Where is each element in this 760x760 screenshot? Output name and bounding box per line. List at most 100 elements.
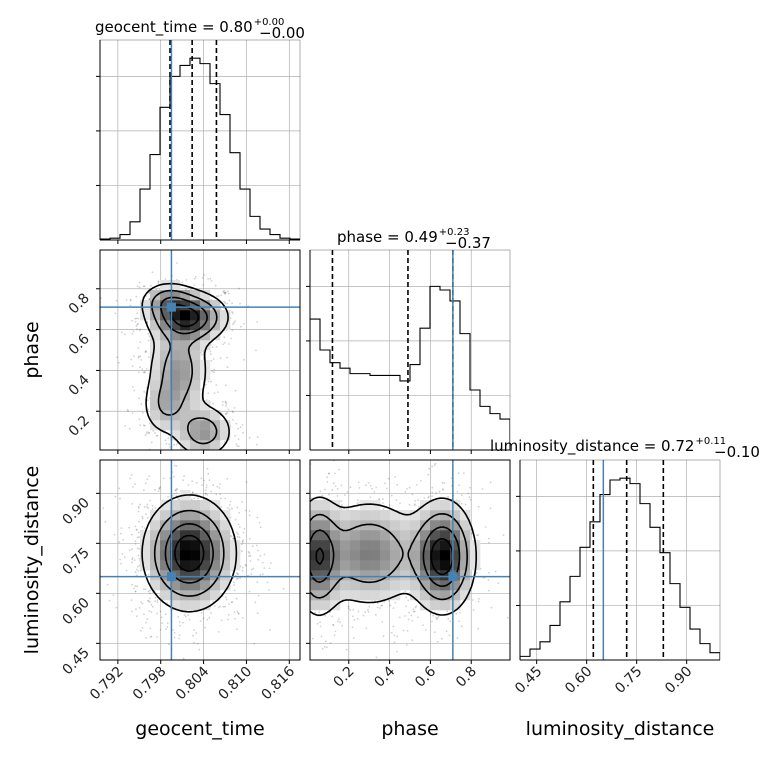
scatter-geocent-time-vs-phase-density-cell xyxy=(170,350,181,361)
scatter-geocent-time-vs-phase-density-cell xyxy=(160,350,171,361)
scatter-geocent-time-vs-phase-point xyxy=(210,475,212,477)
scatter-geocent-time-vs-luminosity-distance-point xyxy=(138,531,140,534)
scatter-geocent-time-vs-phase-point xyxy=(168,474,170,476)
scatter-geocent-time-vs-phase-density-cell xyxy=(190,370,201,381)
scatter-geocent-time-vs-luminosity-distance-point xyxy=(148,589,151,592)
scatter-geocent-time-vs-phase-point xyxy=(232,323,234,326)
xticklabel-geocent-time-3: 0.810 xyxy=(216,664,256,704)
scatter-geocent-time-vs-luminosity-distance-point xyxy=(237,533,240,536)
scatter-geocent-time-vs-phase-density-cell xyxy=(220,430,231,441)
scatter-geocent-time-vs-luminosity-distance-point xyxy=(229,500,232,503)
scatter-geocent-time-vs-luminosity-distance-point xyxy=(244,509,247,512)
scatter-geocent-time-vs-luminosity-distance-point xyxy=(206,663,208,665)
scatter-geocent-time-vs-luminosity-distance-point xyxy=(133,587,135,590)
scatter-geocent-time-vs-phase-point xyxy=(178,483,180,485)
scatter-geocent-time-vs-luminosity-distance-density-cell xyxy=(220,570,231,581)
scatter-phase-vs-luminosity-distance-point xyxy=(489,481,492,484)
scatter-geocent-time-vs-phase-density-cell xyxy=(190,410,201,421)
scatter-geocent-time-vs-luminosity-distance-density-cell xyxy=(200,600,211,611)
xticklabel-phase-3: 0.8 xyxy=(453,664,480,691)
scatter-phase-vs-luminosity-distance-point xyxy=(283,511,285,513)
scatter-phase-vs-luminosity-distance-point xyxy=(411,639,414,642)
scatter-phase-vs-luminosity-distance-point xyxy=(407,599,410,602)
scatter-geocent-time-vs-luminosity-distance-point xyxy=(178,637,181,640)
scatter-phase-vs-luminosity-distance-point xyxy=(396,650,398,653)
scatter-geocent-time-vs-luminosity-distance-point xyxy=(248,555,250,558)
title-geocent-time-minus: −0.00 xyxy=(259,24,305,42)
scatter-phase-vs-luminosity-distance-point xyxy=(470,532,473,535)
scatter-geocent-time-vs-luminosity-distance-point xyxy=(128,526,131,529)
hist-phase-panel xyxy=(306,249,511,454)
scatter-phase-vs-luminosity-distance-point xyxy=(298,534,300,536)
scatter-phase-vs-luminosity-distance-density-cell xyxy=(350,520,361,531)
scatter-phase-vs-luminosity-distance-point xyxy=(460,494,463,497)
scatter-geocent-time-vs-phase-point xyxy=(146,321,149,323)
scatter-phase-vs-luminosity-distance-point xyxy=(293,540,295,542)
scatter-phase-vs-luminosity-distance-point xyxy=(478,597,480,600)
scatter-phase-vs-luminosity-distance-point xyxy=(301,480,303,482)
scatter-phase-vs-luminosity-distance-density-cell xyxy=(450,600,461,611)
scatter-phase-vs-luminosity-distance-point xyxy=(328,493,330,496)
scatter-geocent-time-vs-luminosity-distance-point xyxy=(282,587,285,590)
scatter-phase-vs-luminosity-distance-density-cell xyxy=(340,590,351,601)
scatter-phase-vs-luminosity-distance-density-cell xyxy=(380,540,391,551)
scatter-geocent-time-vs-phase-point xyxy=(213,392,216,395)
scatter-geocent-time-vs-luminosity-distance-point xyxy=(259,574,262,576)
scatter-phase-vs-luminosity-distance-point xyxy=(301,535,303,537)
scatter-geocent-time-vs-luminosity-distance-point xyxy=(259,555,262,557)
scatter-geocent-time-vs-luminosity-distance-point xyxy=(202,617,205,620)
scatter-geocent-time-vs-luminosity-distance-point xyxy=(242,539,245,541)
scatter-geocent-time-vs-luminosity-distance-point xyxy=(220,619,223,622)
scatter-geocent-time-vs-luminosity-distance-point xyxy=(258,521,261,524)
scatter-phase-vs-luminosity-distance-density-cell xyxy=(410,590,421,601)
scatter-geocent-time-vs-luminosity-distance-point xyxy=(108,599,111,602)
scatter-geocent-time-vs-phase-density-cell xyxy=(190,330,201,341)
scatter-geocent-time-vs-phase-point xyxy=(234,434,236,437)
scatter-geocent-time-vs-luminosity-distance-point xyxy=(154,507,157,510)
scatter-geocent-time-vs-phase-density-cell xyxy=(160,300,171,311)
scatter-phase-vs-luminosity-distance-point xyxy=(431,486,434,489)
scatter-geocent-time-vs-luminosity-distance-point xyxy=(131,503,134,505)
scatter-phase-vs-luminosity-distance-density-cell xyxy=(440,590,451,601)
scatter-phase-vs-luminosity-distance-point xyxy=(487,537,490,540)
scatter-phase-vs-luminosity-distance-point xyxy=(298,589,300,591)
scatter-geocent-time-vs-phase-point xyxy=(151,271,154,274)
scatter-geocent-time-vs-luminosity-distance-point xyxy=(148,601,151,603)
scatter-geocent-time-vs-phase-point xyxy=(165,442,168,445)
scatter-geocent-time-vs-phase-density-cell xyxy=(170,360,181,371)
scatter-geocent-time-vs-phase-point xyxy=(144,351,147,353)
scatter-phase-vs-luminosity-distance-point xyxy=(396,483,399,486)
scatter-geocent-time-vs-phase-point xyxy=(133,355,135,358)
scatter-geocent-time-vs-phase-point xyxy=(242,456,244,458)
scatter-geocent-time-vs-phase-point xyxy=(195,451,197,453)
scatter-geocent-time-vs-phase-point xyxy=(185,279,188,281)
scatter-phase-vs-luminosity-distance-point xyxy=(389,604,392,607)
scatter-geocent-time-vs-phase-density-cell xyxy=(170,380,181,391)
scatter-geocent-time-vs-phase-density-cell xyxy=(190,310,201,321)
scatter-phase-vs-luminosity-distance-point xyxy=(333,634,336,637)
scatter-phase-vs-luminosity-distance-point xyxy=(464,503,467,506)
scatter-geocent-time-vs-luminosity-distance-density-cell xyxy=(210,540,221,551)
scatter-geocent-time-vs-luminosity-distance-point xyxy=(248,551,251,554)
scatter-phase-vs-luminosity-distance-point xyxy=(431,491,434,494)
scatter-phase-vs-luminosity-distance-density-cell xyxy=(360,560,371,571)
scatter-geocent-time-vs-phase-density-cell xyxy=(200,290,211,301)
scatter-geocent-time-vs-phase-point xyxy=(201,276,204,279)
scatter-geocent-time-vs-phase-contours xyxy=(141,282,230,450)
scatter-phase-vs-luminosity-distance-point xyxy=(447,495,449,498)
scatter-phase-vs-luminosity-distance-density-cell xyxy=(460,520,471,531)
scatter-phase-vs-luminosity-distance-density-cell xyxy=(360,590,371,601)
scatter-phase-vs-luminosity-distance-point xyxy=(344,494,346,496)
scatter-geocent-time-vs-phase-point xyxy=(256,436,259,439)
scatter-phase-vs-luminosity-distance-point xyxy=(431,495,433,498)
scatter-phase-vs-luminosity-distance-density-cell xyxy=(460,510,471,521)
scatter-phase-vs-luminosity-distance-point xyxy=(337,620,339,623)
scatter-geocent-time-vs-phase-point xyxy=(138,418,141,421)
scatter-geocent-time-vs-luminosity-distance-point xyxy=(245,481,248,483)
scatter-phase-vs-luminosity-distance-point xyxy=(462,472,465,474)
scatter-geocent-time-vs-luminosity-distance-point xyxy=(256,612,259,615)
scatter-geocent-time-vs-phase-density-cell xyxy=(150,400,161,411)
scatter-phase-vs-luminosity-distance-density-cell xyxy=(440,540,451,551)
scatter-phase-vs-luminosity-distance-point xyxy=(487,579,490,581)
scatter-phase-vs-luminosity-distance-point xyxy=(457,472,460,474)
